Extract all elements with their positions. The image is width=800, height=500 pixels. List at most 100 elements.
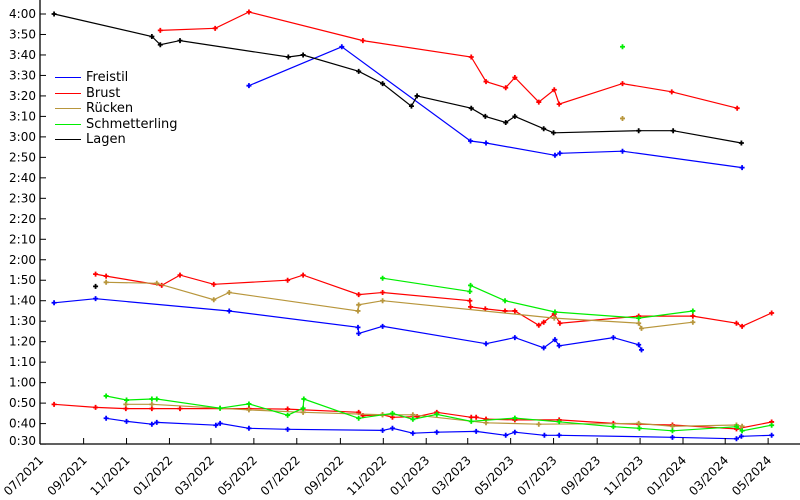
data-point <box>556 343 562 349</box>
legend-swatch <box>55 77 81 79</box>
data-point <box>556 419 562 425</box>
x-tick-label: 11/2023 <box>601 453 646 498</box>
data-point <box>739 323 745 329</box>
series-freistil <box>51 44 775 442</box>
data-point <box>619 81 625 87</box>
data-point <box>636 425 642 431</box>
data-point <box>124 418 130 424</box>
data-point <box>285 406 291 412</box>
data-point <box>149 34 155 40</box>
x-tick-label: 01/2022 <box>130 453 175 498</box>
data-point <box>619 44 625 50</box>
data-point <box>483 341 489 347</box>
data-point <box>551 315 557 321</box>
data-point <box>619 115 625 121</box>
series-schmetterling <box>103 44 775 434</box>
data-point <box>483 79 489 85</box>
data-point <box>638 347 644 353</box>
data-point <box>468 105 474 111</box>
y-tick-label: 2:50 <box>9 150 36 164</box>
data-point <box>339 44 345 50</box>
data-point <box>669 434 675 440</box>
data-point <box>360 38 366 44</box>
y-tick-label: 3:20 <box>9 89 36 103</box>
legend-label: Lagen <box>86 132 126 147</box>
x-tick-label: 03/2022 <box>172 453 217 498</box>
data-point <box>556 432 562 438</box>
x-tick-label: 07/2022 <box>258 453 303 498</box>
data-point <box>380 290 386 296</box>
data-point <box>733 320 739 326</box>
data-point <box>468 138 474 144</box>
data-point <box>733 436 739 442</box>
data-point <box>690 319 696 325</box>
x-tick-label: 11/2021 <box>87 453 132 498</box>
data-point <box>414 93 420 99</box>
data-point <box>51 11 57 17</box>
data-point <box>512 415 518 421</box>
data-point <box>483 140 489 146</box>
data-point <box>410 430 416 436</box>
data-point <box>103 393 109 399</box>
y-tick-label: 3:30 <box>9 68 36 82</box>
data-point <box>512 74 518 80</box>
data-point <box>154 419 160 425</box>
data-point <box>739 428 745 434</box>
data-point <box>300 272 306 278</box>
data-point <box>356 68 362 74</box>
data-point <box>541 126 547 132</box>
x-tick-label: 05/2022 <box>215 453 260 498</box>
data-point <box>638 325 644 331</box>
data-point <box>669 89 675 95</box>
legend-label: Brust <box>86 85 121 101</box>
y-tick-label: 1:50 <box>9 273 36 287</box>
data-point <box>177 272 183 278</box>
data-point <box>434 411 440 417</box>
data-point <box>670 128 676 134</box>
series-line <box>54 298 643 351</box>
data-point <box>300 52 306 58</box>
data-point <box>380 275 386 281</box>
data-point <box>246 401 252 407</box>
legend-swatch <box>55 92 81 94</box>
data-point <box>733 424 739 430</box>
data-point <box>636 420 642 426</box>
data-point <box>503 432 509 438</box>
data-point <box>217 420 223 426</box>
data-point <box>217 405 223 411</box>
x-tick-label: 09/2022 <box>301 453 346 498</box>
data-point <box>536 421 542 427</box>
data-point <box>356 415 362 421</box>
data-point <box>483 420 489 426</box>
x-tick-label: 03/2024 <box>686 453 731 498</box>
data-point <box>356 292 362 298</box>
y-tick-label: 2:10 <box>9 232 36 246</box>
series-lagen <box>51 11 744 289</box>
data-point <box>149 401 155 407</box>
y-tick-label: 1:00 <box>9 376 36 390</box>
data-point <box>380 323 386 329</box>
data-point <box>610 424 616 430</box>
y-tick-label: 3:50 <box>9 27 36 41</box>
series-line <box>248 46 743 169</box>
data-point <box>177 38 183 44</box>
y-tick-label: 1:40 <box>9 294 36 308</box>
data-point <box>557 320 563 326</box>
data-point <box>541 432 547 438</box>
data-point <box>468 282 474 288</box>
data-point <box>512 113 518 119</box>
data-point <box>51 401 57 407</box>
data-point <box>669 428 675 434</box>
data-point <box>512 335 518 341</box>
x-tick-label: 09/2021 <box>45 453 90 498</box>
y-tick-label: 2:00 <box>9 253 36 267</box>
x-tick-label: 01/2024 <box>644 453 689 498</box>
y-tick-label: 2:20 <box>9 212 36 226</box>
x-tick-label: 07/2023 <box>515 453 560 498</box>
data-point <box>551 87 557 93</box>
x-tick-label: 03/2023 <box>429 453 474 498</box>
data-point <box>410 412 416 418</box>
data-point <box>556 101 562 107</box>
data-point <box>557 150 563 156</box>
